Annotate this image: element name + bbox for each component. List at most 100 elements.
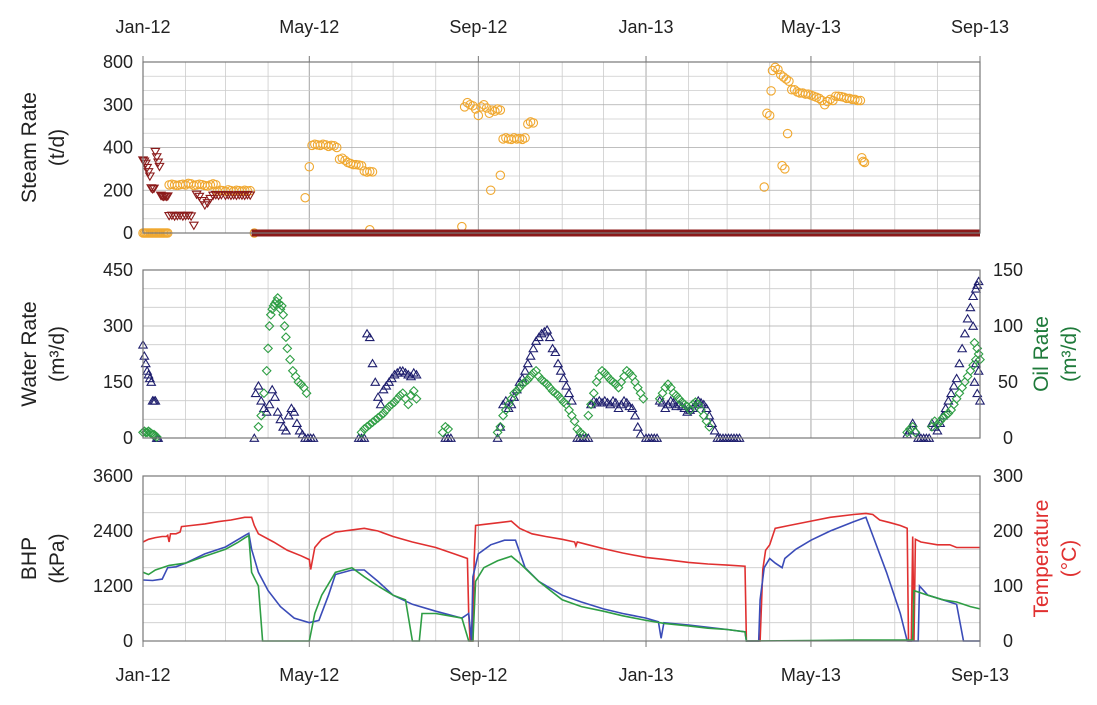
data-point-triangle-down (140, 159, 151, 169)
data-point-triangle-up (411, 369, 422, 379)
data-point-diamond (256, 410, 267, 421)
data-point-diamond (932, 419, 943, 430)
data-point-circle (859, 157, 870, 168)
x-tick-label-bottom: May-13 (781, 665, 841, 685)
data-point-diamond (564, 405, 575, 415)
data-point-triangle-up (967, 321, 979, 330)
x-tick-label-bottom: Sep-12 (449, 665, 507, 685)
y-axis-title-line: (t/d) (46, 129, 69, 166)
data-point-triangle-down (147, 185, 158, 195)
data-point-circle (523, 119, 533, 129)
data-point-diamond (403, 399, 414, 410)
data-point-circle (822, 96, 833, 107)
label-layer: Jan-12 Jan-12 May-12 May-12 Sep-12 Sep-12 Jan-… (18, 17, 1081, 685)
y2-axis-title-line: Temperature (1030, 500, 1053, 618)
data-point-diamond (406, 390, 416, 401)
data-point-diamond (261, 365, 272, 376)
data-point-triangle-up (948, 380, 960, 390)
data-point-diamond (253, 421, 264, 432)
x-tick-label-top: May-12 (279, 17, 339, 37)
data-point-triangle-up (635, 429, 646, 439)
y-tick-label: 400 (103, 138, 133, 158)
data-point-diamond (517, 379, 528, 390)
y2-tick-label: 0 (1003, 631, 1013, 651)
data-point-circle (855, 95, 866, 106)
data-point-triangle-up (632, 421, 643, 431)
data-point-triangle-up (558, 373, 569, 383)
data-point-triangle-down (220, 191, 231, 201)
data-point-triangle-up (289, 407, 300, 416)
data-point-diamond (902, 427, 913, 438)
y2-axis-title: Temperature (°C) (1030, 500, 1081, 618)
y-tick-label: 0 (123, 428, 133, 448)
data-point-triangle-up (275, 414, 286, 424)
data-point-circle (770, 62, 780, 73)
data-point-triangle-down (166, 211, 178, 221)
data-point-diamond (969, 337, 980, 348)
data-point-diamond (370, 415, 381, 426)
data-point-diamond (400, 393, 411, 404)
data-point-diamond (285, 354, 296, 365)
data-point-diamond (373, 412, 383, 423)
data-point-triangle-down (144, 172, 156, 182)
plot-layer (137, 62, 986, 642)
data-point-triangle-down (143, 168, 154, 177)
data-point-triangle-up (561, 380, 572, 390)
y2-axis-title-line: (m³/d) (1058, 326, 1081, 382)
data-point-circle (473, 110, 484, 121)
data-point-triangle-down (231, 191, 242, 201)
data-point-circle (495, 105, 506, 115)
data-point-diamond (386, 399, 397, 410)
data-point-diamond (514, 382, 525, 393)
data-point-triangle-up (364, 332, 375, 342)
data-point-triangle-down (152, 158, 164, 168)
data-point-diamond (375, 410, 386, 421)
data-point-diamond (272, 293, 283, 303)
data-point-diamond (951, 393, 962, 404)
data-point-triangle-up (962, 313, 973, 323)
data-point-triangle-up (550, 347, 561, 357)
panel-frame (142, 61, 981, 234)
data-point-diamond (276, 300, 287, 311)
data-point-triangle-down (239, 191, 250, 201)
data-point-triangle-down (245, 191, 256, 201)
data-point-triangle-up (596, 397, 608, 407)
data-point-circle (858, 156, 868, 167)
data-point-triangle-up (272, 407, 283, 416)
data-point-triangle-down (174, 211, 186, 221)
data-point-triangle-up (959, 328, 971, 338)
data-point-triangle-down (185, 212, 197, 222)
data-point-triangle-up (541, 324, 553, 334)
y-tick-label: 0 (123, 223, 133, 243)
data-point-triangle-up (370, 377, 381, 386)
y2-tick-label: 100 (993, 316, 1023, 336)
data-point-triangle-up (261, 407, 272, 416)
data-point-triangle-up (954, 358, 965, 368)
data-point-circle (367, 167, 378, 177)
data-point-circle (852, 95, 863, 106)
data-point-triangle-up (629, 410, 641, 420)
data-point-triangle-up (280, 425, 292, 435)
data-point-circle (340, 155, 350, 166)
data-point-diamond (566, 410, 577, 421)
x-tick-label-bottom: May-12 (279, 665, 339, 685)
data-point-diamond (392, 393, 403, 404)
data-point-triangle-up (701, 403, 712, 413)
data-point-circle (780, 164, 790, 174)
y-tick-label: 200 (103, 180, 133, 200)
data-point-triangle-up (552, 358, 564, 368)
data-point-circle (470, 104, 481, 114)
data-point-diamond (492, 427, 503, 438)
data-point-circle (479, 100, 489, 110)
data-point-triangle-down (191, 190, 202, 200)
x-tick-label-top: Sep-12 (449, 17, 507, 37)
data-point-diamond (588, 388, 599, 399)
data-point-triangle-up (627, 403, 638, 413)
line-series (142, 512, 980, 642)
data-point-circle (782, 128, 793, 139)
y-tick-label: 1200 (93, 576, 133, 596)
data-point-diamond (364, 419, 375, 430)
data-point-triangle-up (943, 395, 954, 405)
data-point-triangle-up (539, 326, 550, 336)
data-point-diamond (525, 371, 536, 382)
